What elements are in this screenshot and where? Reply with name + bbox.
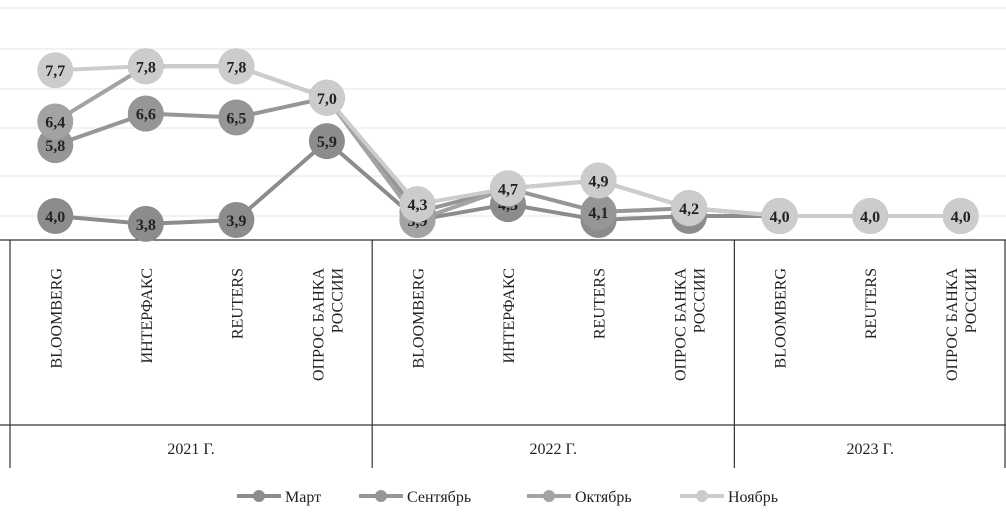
data-point [852,198,889,234]
data-point [399,186,436,223]
legend-marker [696,490,708,502]
data-label: 4,0 [860,209,880,226]
data-label: 6,6 [136,107,156,124]
data-point [218,201,255,238]
data-label: 3,9 [226,213,246,230]
category-label: REUTERS [592,268,609,339]
data-label: 4,9 [589,174,609,191]
data-point [761,198,798,234]
category-label: ОПРОС БАНКА РОССИИ [310,268,346,381]
category-label: ИНТЕРФАКС [501,268,518,363]
data-label: 7,8 [226,59,246,76]
data-label: 4,2 [679,201,699,218]
legend-label: Ноябрь [728,489,778,506]
category-label: BLOOMBERG [48,268,65,369]
data-point [671,190,708,227]
data-point [942,198,979,234]
data-label: 6,4 [45,114,65,131]
group-label: 2023 Г. [846,441,893,458]
data-label: 5,9 [317,134,337,151]
category-label: ОПРОС БАНКА РОССИИ [673,268,709,381]
legend-marker [253,490,265,502]
category-label: BLOOMBERG [773,268,790,369]
data-label: 7,8 [136,59,156,76]
legend-label: Октябрь [575,489,632,506]
category-label: ОПРОС БАНКА РОССИИ [944,268,980,381]
legend: Март Сентябрь Октябрь Ноябрь [237,489,778,506]
data-label: 4,0 [951,209,971,226]
data-point [580,194,617,231]
data-label: 4,3 [407,197,427,214]
legend-label: Март [285,489,321,506]
category-label: REUTERS [863,268,880,339]
data-point [127,205,164,242]
group-label: 2021 Г. [167,441,214,458]
data-point [37,52,74,89]
data-label: 4,7 [498,181,518,198]
data-point [490,170,526,207]
data-point [218,99,255,136]
data-label: 3,8 [136,217,156,234]
data-label: 4,0 [45,209,65,226]
data-label: 7,0 [317,91,337,108]
group-label: 2022 Г. [530,441,577,458]
data-point [308,123,345,160]
data-point [37,103,74,140]
category-label: REUTERS [229,268,246,339]
data-label: 6,5 [226,111,246,128]
category-label: ИНТЕРФАКС [139,268,156,363]
data-point [580,162,617,199]
legend-label: Сентябрь [407,489,471,506]
series-points: 4,03,83,95,93,94,33,94,04,04,04,05,86,66… [37,48,979,242]
legend-marker [543,490,555,502]
category-label: BLOOMBERG [410,268,427,369]
legend-marker [375,490,387,502]
data-point [308,79,345,116]
data-point [127,48,164,85]
data-point [37,198,74,234]
data-point [127,95,164,132]
data-label: 7,7 [45,63,65,80]
category-table: BLOOMBERG ИНТЕРФАКС REUTERS ОПРОС БАНКА РОСС… [0,239,1006,468]
data-label: 5,8 [45,138,65,155]
data-label: 4,0 [770,209,790,226]
data-label: 4,1 [589,205,609,222]
data-point [218,48,255,85]
